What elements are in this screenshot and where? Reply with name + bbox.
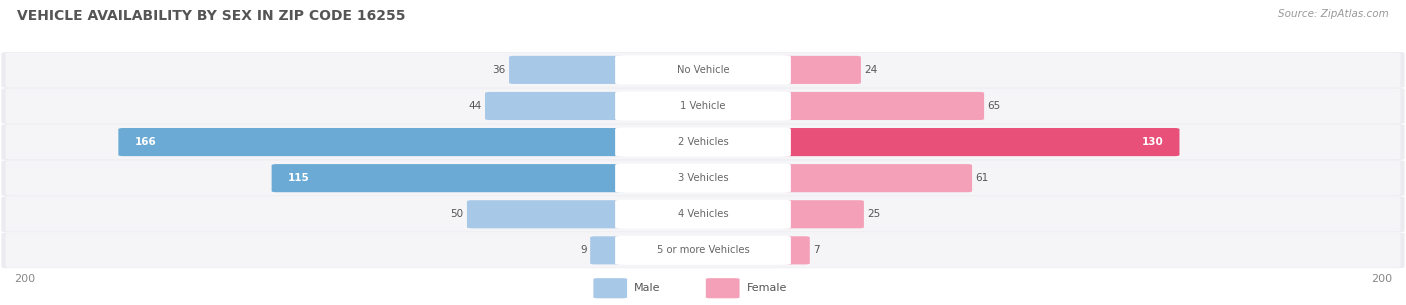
- FancyBboxPatch shape: [616, 236, 790, 265]
- Text: 166: 166: [135, 137, 156, 147]
- Text: 1 Vehicle: 1 Vehicle: [681, 101, 725, 111]
- FancyBboxPatch shape: [1, 196, 1405, 232]
- Text: 130: 130: [1142, 137, 1163, 147]
- Text: Female: Female: [747, 283, 787, 293]
- Text: 61: 61: [976, 173, 988, 183]
- FancyBboxPatch shape: [779, 128, 1180, 156]
- Text: 2 Vehicles: 2 Vehicles: [678, 137, 728, 147]
- FancyBboxPatch shape: [1, 160, 1405, 196]
- Text: 3 Vehicles: 3 Vehicles: [678, 173, 728, 183]
- FancyBboxPatch shape: [6, 52, 1400, 87]
- Text: 50: 50: [450, 209, 464, 219]
- Text: 36: 36: [492, 65, 506, 75]
- Text: 115: 115: [288, 173, 309, 183]
- FancyBboxPatch shape: [616, 56, 790, 84]
- FancyBboxPatch shape: [1, 124, 1405, 160]
- FancyBboxPatch shape: [593, 278, 627, 298]
- FancyBboxPatch shape: [6, 197, 1400, 231]
- FancyBboxPatch shape: [706, 278, 740, 298]
- FancyBboxPatch shape: [118, 128, 627, 156]
- FancyBboxPatch shape: [1, 232, 1405, 268]
- FancyBboxPatch shape: [6, 233, 1400, 268]
- FancyBboxPatch shape: [1, 52, 1405, 88]
- Text: Male: Male: [634, 283, 661, 293]
- FancyBboxPatch shape: [779, 200, 863, 228]
- FancyBboxPatch shape: [6, 125, 1400, 160]
- Text: 5 or more Vehicles: 5 or more Vehicles: [657, 245, 749, 255]
- Text: VEHICLE AVAILABILITY BY SEX IN ZIP CODE 16255: VEHICLE AVAILABILITY BY SEX IN ZIP CODE …: [17, 9, 405, 23]
- Text: 7: 7: [813, 245, 820, 255]
- Text: 9: 9: [581, 245, 586, 255]
- FancyBboxPatch shape: [779, 56, 860, 84]
- Text: Source: ZipAtlas.com: Source: ZipAtlas.com: [1278, 9, 1389, 19]
- FancyBboxPatch shape: [616, 127, 790, 156]
- FancyBboxPatch shape: [779, 236, 810, 264]
- FancyBboxPatch shape: [271, 164, 627, 192]
- Text: 200: 200: [14, 274, 35, 285]
- Text: 25: 25: [868, 209, 880, 219]
- FancyBboxPatch shape: [616, 92, 790, 120]
- FancyBboxPatch shape: [616, 200, 790, 229]
- FancyBboxPatch shape: [1, 88, 1405, 124]
- FancyBboxPatch shape: [6, 89, 1400, 123]
- FancyBboxPatch shape: [779, 164, 972, 192]
- FancyBboxPatch shape: [616, 164, 790, 193]
- FancyBboxPatch shape: [485, 92, 627, 120]
- FancyBboxPatch shape: [779, 92, 984, 120]
- Text: 24: 24: [865, 65, 877, 75]
- Text: 44: 44: [468, 101, 481, 111]
- Text: 200: 200: [1371, 274, 1392, 285]
- FancyBboxPatch shape: [6, 161, 1400, 196]
- Text: No Vehicle: No Vehicle: [676, 65, 730, 75]
- Text: 65: 65: [987, 101, 1001, 111]
- FancyBboxPatch shape: [591, 236, 627, 264]
- FancyBboxPatch shape: [509, 56, 627, 84]
- Text: 4 Vehicles: 4 Vehicles: [678, 209, 728, 219]
- FancyBboxPatch shape: [467, 200, 627, 228]
